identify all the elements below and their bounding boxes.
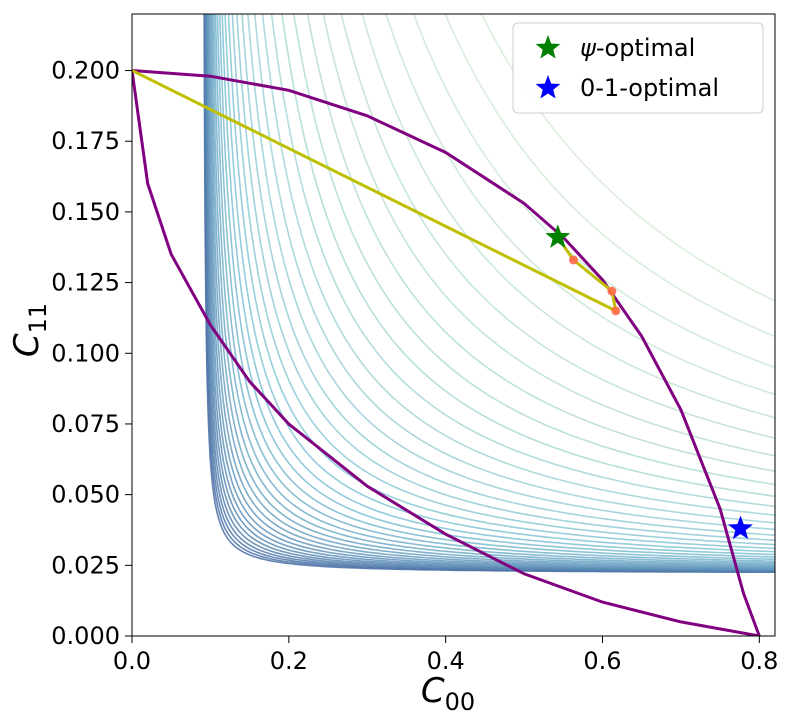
trajectory-point — [568, 255, 578, 265]
y-tick-label: 0.175 — [51, 127, 120, 155]
contour-line — [211, 14, 775, 566]
contour-line — [270, 14, 775, 508]
contour-line — [210, 14, 775, 567]
y-tick-label: 0.075 — [51, 410, 120, 438]
zero-one-optimal-star — [728, 515, 753, 540]
x-tick-label: 0.8 — [740, 647, 778, 675]
contour-line — [261, 14, 775, 516]
contour-line — [480, 14, 775, 302]
optimization-trajectory — [132, 69, 621, 316]
y-tick-label: 0.200 — [51, 57, 120, 85]
x-axis-ticks: 0.0 0.2 0.4 0.6 0.8 — [113, 636, 778, 675]
contour-line — [224, 14, 775, 553]
legend-star-marker — [535, 35, 561, 59]
contour-line — [241, 14, 775, 537]
contour-line — [292, 14, 775, 486]
contour-line — [206, 14, 775, 571]
contour-line — [306, 14, 775, 473]
y-tick-label: 0.025 — [51, 551, 120, 579]
contour-line — [218, 14, 775, 558]
contour-line — [322, 14, 775, 457]
contour-line — [385, 14, 775, 396]
y-tick-label: 0.000 — [51, 622, 120, 650]
boundary-inner-curve — [132, 70, 760, 636]
y-tick-label: 0.150 — [51, 198, 120, 226]
contour-line — [444, 14, 775, 338]
contour-line — [247, 14, 775, 531]
trajectory-point — [611, 306, 621, 316]
contour-line — [340, 14, 775, 439]
y-tick-label: 0.125 — [51, 269, 120, 297]
legend-entry-text: ψ-optimal — [580, 34, 695, 62]
contour-line — [206, 14, 775, 570]
contour-line — [412, 14, 775, 369]
legend-box — [512, 22, 764, 114]
contour-line — [214, 14, 775, 563]
y-axis-label: C11 — [7, 303, 52, 357]
legend: ψ-optimal 0-1-optimal — [512, 22, 764, 114]
x-tick-label: 0.2 — [270, 647, 308, 675]
psi-optimal-star — [545, 224, 571, 248]
contour-line — [209, 14, 775, 568]
y-axis-ticks: 0.000 0.025 0.050 0.075 0.100 0.125 0.150 0.175… — [51, 57, 132, 650]
x-tick-label: 0.6 — [583, 647, 621, 675]
contour-line — [281, 14, 775, 498]
x-axis-label: C00 — [421, 671, 475, 716]
trajectory-point — [607, 286, 617, 296]
contour-line — [216, 14, 775, 561]
contour-line — [231, 14, 775, 546]
contour-line — [208, 14, 775, 569]
contour-line — [207, 14, 775, 570]
contour-line — [221, 14, 775, 556]
legend-star-marker — [535, 75, 561, 99]
y-tick-label: 0.100 — [51, 339, 120, 367]
optimal-points — [545, 224, 753, 540]
legend-entry-text: 0-1-optimal — [580, 74, 719, 102]
plot-frame — [131, 13, 776, 637]
contour-line — [212, 14, 775, 564]
y-tick-label: 0.050 — [51, 481, 120, 509]
contour-line — [253, 14, 775, 524]
contour-lines — [203, 14, 775, 574]
contour-line — [361, 14, 775, 419]
contour-line — [236, 14, 775, 542]
x-tick-label: 0.0 — [113, 647, 151, 675]
x-tick-label: 0.4 — [427, 647, 465, 675]
